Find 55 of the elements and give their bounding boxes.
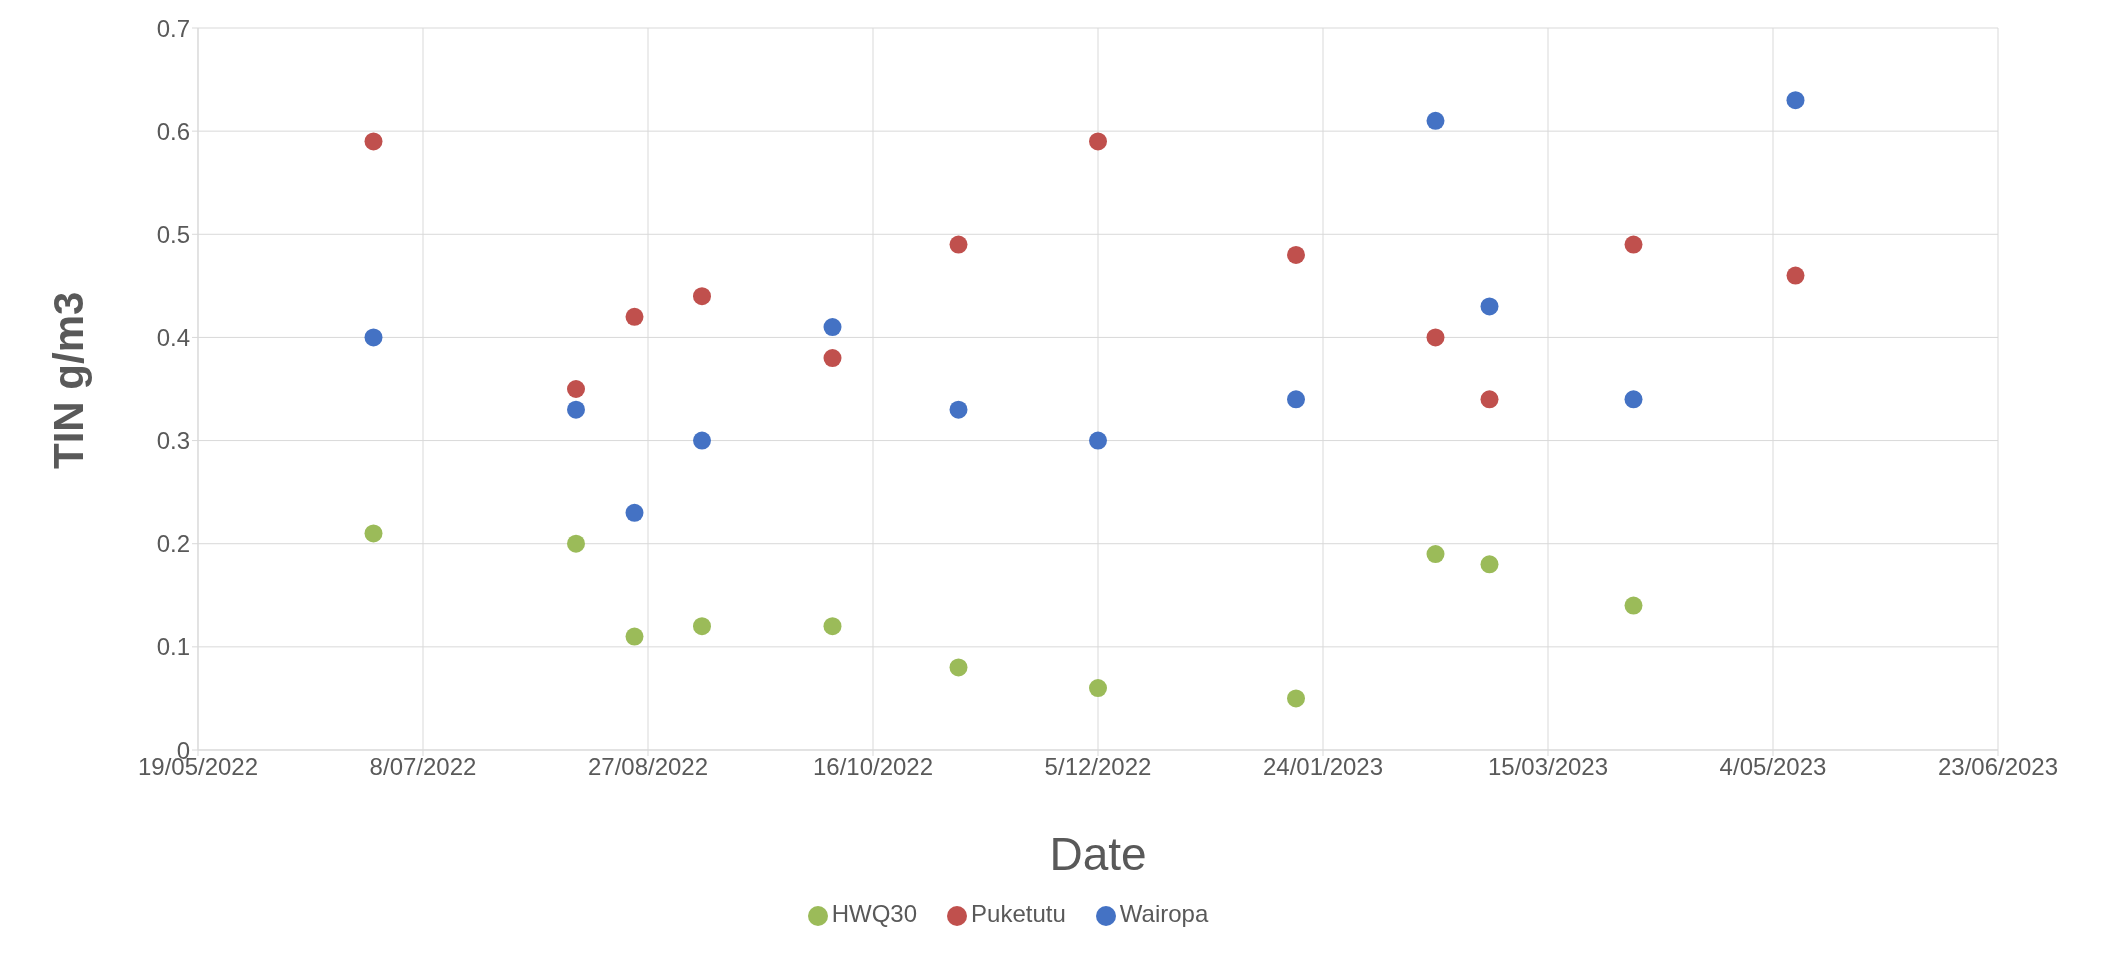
point (1426, 111, 1445, 130)
x-tick-label: 5/12/2022 (1044, 753, 1152, 781)
point (1287, 689, 1305, 708)
point (949, 235, 968, 254)
point (949, 400, 968, 419)
point (1089, 679, 1107, 698)
x-axis-title: Date (1049, 828, 1147, 880)
point (1287, 245, 1305, 264)
point (1480, 555, 1499, 574)
point (1480, 297, 1499, 316)
x-tick-label: 23/06/2023 (1937, 753, 2059, 781)
legend-label: Puketutu (971, 900, 1066, 927)
point (1786, 91, 1805, 110)
y-tick-label: 0.7 (156, 14, 190, 42)
point (1624, 596, 1643, 615)
y-tick-label: 0.5 (156, 220, 190, 248)
y-tick-label: 0.6 (156, 117, 190, 145)
point (1786, 266, 1805, 285)
y-tick-label: 0.1 (156, 633, 190, 661)
point (625, 503, 644, 522)
x-tick-label: 4/05/2023 (1719, 753, 1827, 781)
point (693, 431, 711, 450)
y-tick-label: 0.2 (156, 530, 190, 558)
point (1624, 235, 1643, 254)
point (567, 380, 585, 398)
point (567, 534, 585, 553)
point (693, 617, 711, 636)
x-tick-label: 15/03/2023 (1487, 753, 1609, 781)
legend-label: Wairopa (1119, 900, 1209, 927)
legend-label: HWQ30 (831, 900, 918, 927)
x-tick-label: 16/10/2022 (812, 753, 934, 781)
point (364, 132, 383, 151)
x-tick-label: 8/07/2022 (369, 753, 477, 781)
point (693, 287, 711, 306)
y-tick-label: 0.4 (156, 323, 190, 351)
point (823, 349, 842, 368)
point (823, 617, 842, 636)
point (625, 307, 644, 326)
point (1480, 390, 1499, 409)
y-axis-title: TIN g/m3 (44, 291, 92, 469)
point (949, 658, 968, 677)
point (1426, 545, 1445, 564)
point (1426, 328, 1445, 347)
point (364, 524, 383, 543)
point (364, 328, 383, 347)
point (567, 400, 585, 419)
point (1089, 431, 1107, 450)
point (1089, 132, 1107, 151)
point (625, 627, 644, 646)
x-tick-label: 27/08/2022 (587, 753, 709, 781)
x-tick-label: 24/01/2023 (1262, 753, 1384, 781)
point (823, 318, 842, 337)
point (1624, 390, 1643, 409)
y-tick-label: 0.3 (156, 427, 190, 455)
point (1287, 390, 1305, 409)
